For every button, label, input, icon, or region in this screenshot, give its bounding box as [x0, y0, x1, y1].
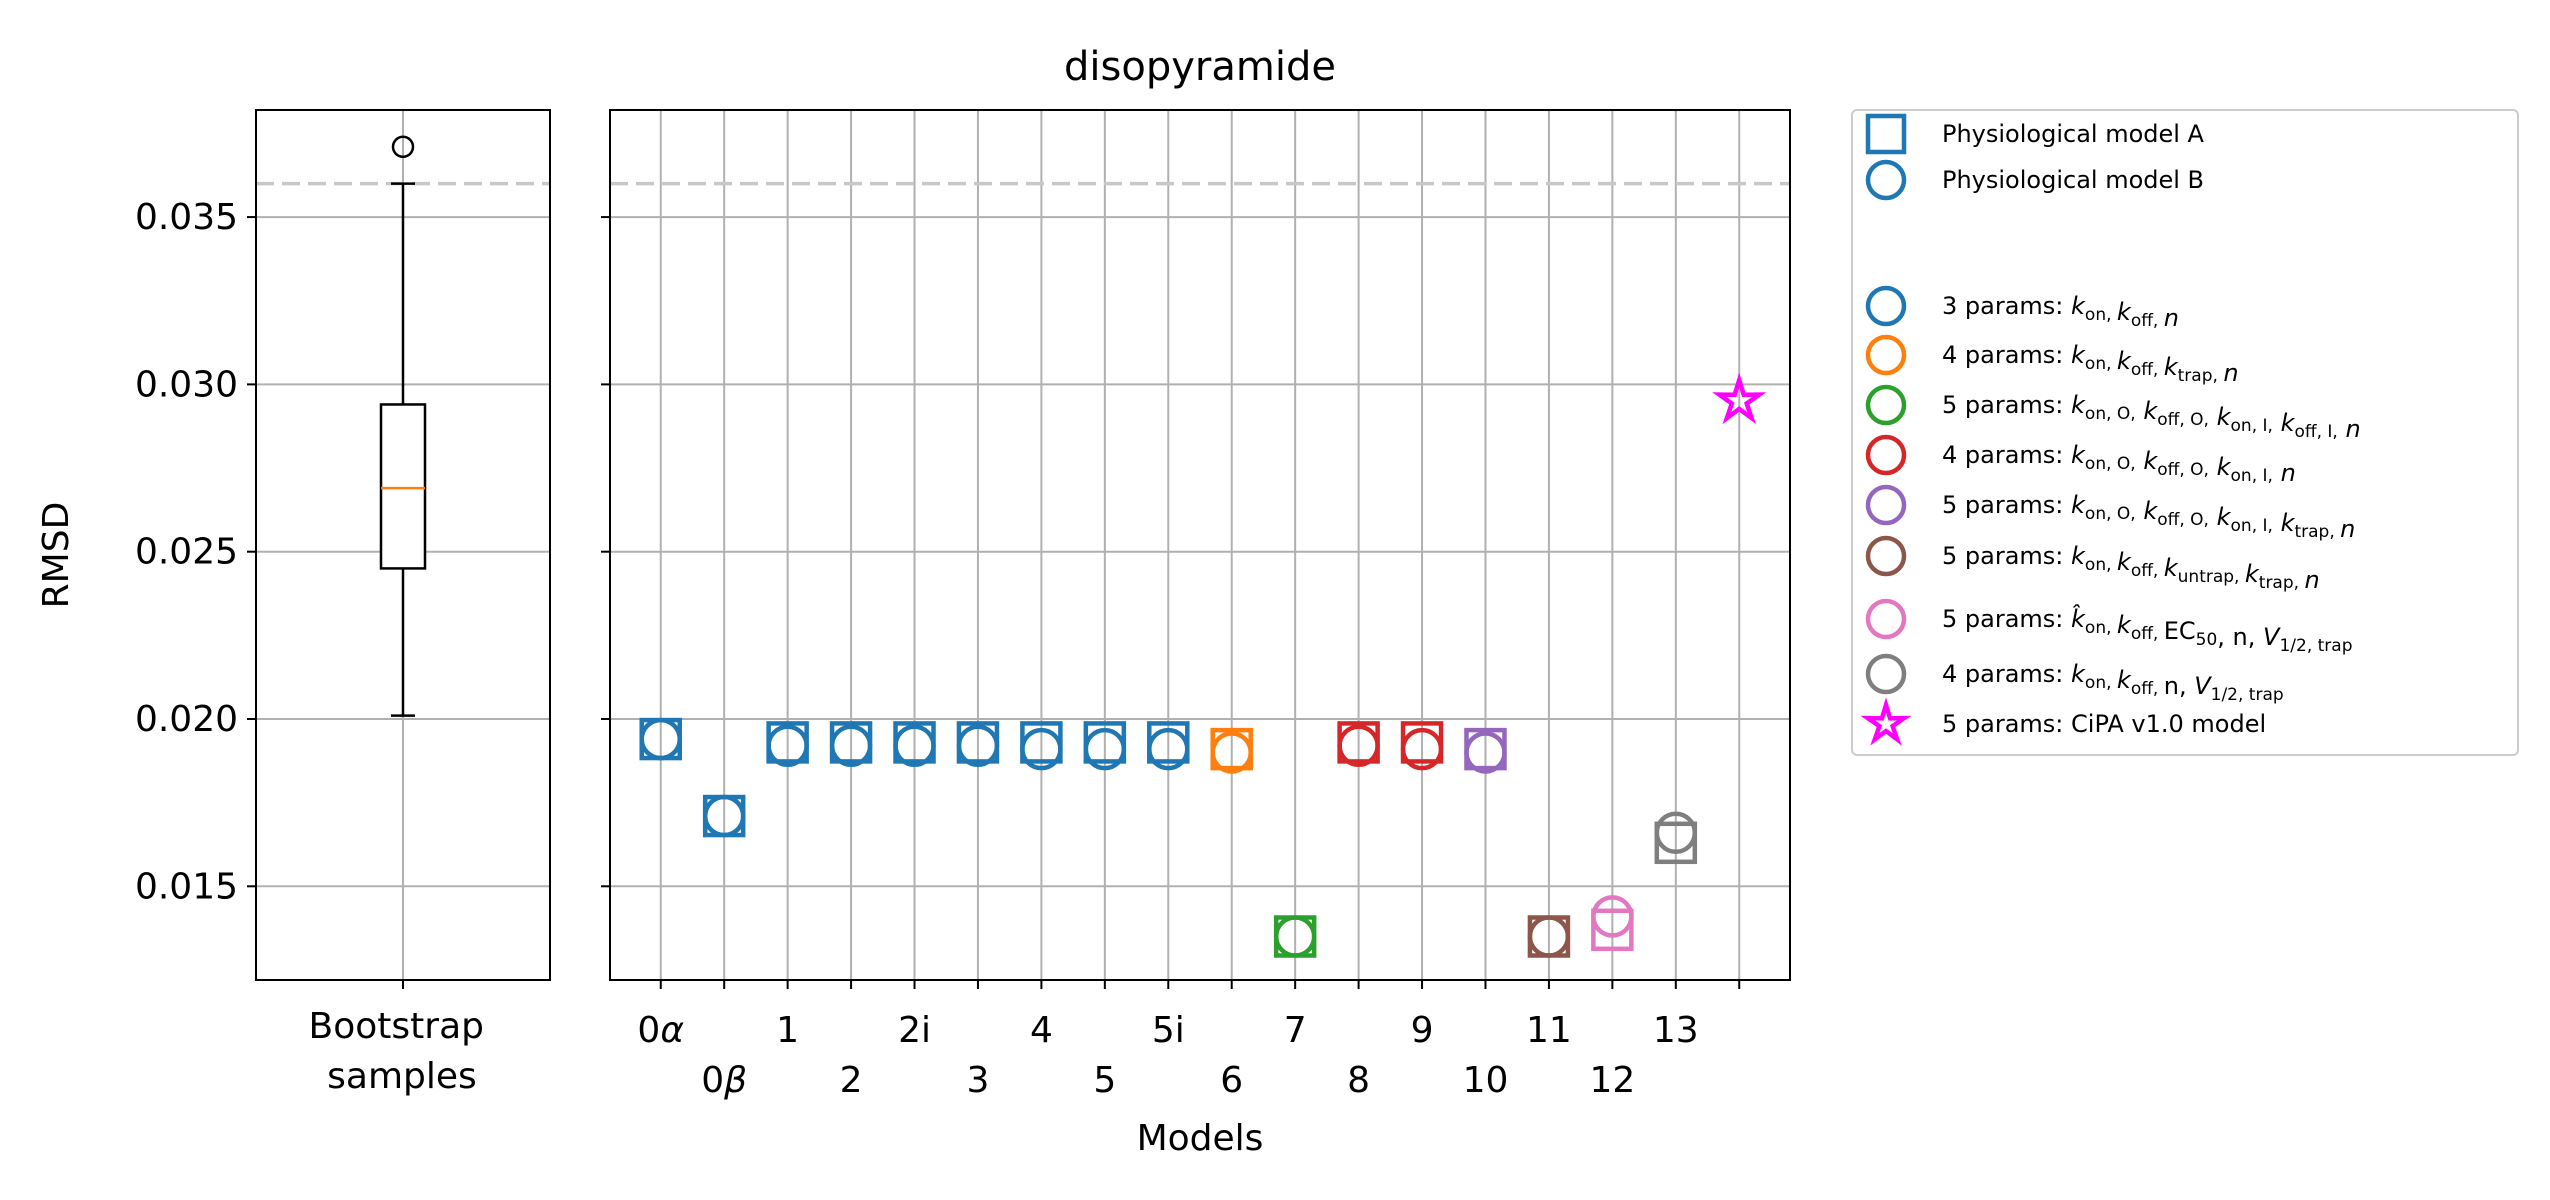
- x-tick-label: 12: [1589, 1060, 1635, 1101]
- legend-marker: [1865, 159, 1907, 201]
- legend-item: 4 params: kon, O, koff, O, kon, I, n: [1865, 434, 2296, 487]
- x-tick-label: 4: [1030, 1010, 1053, 1051]
- x-tick-label: 3: [967, 1060, 990, 1101]
- x-tick-label: 7: [1284, 1010, 1307, 1051]
- data-points: [639, 372, 1767, 958]
- legend-label: 5 params: kon, koff, kuntrap, ktrap, n: [1942, 542, 2320, 594]
- x-tick-label: 10: [1463, 1060, 1509, 1101]
- x-tick-label: 8: [1347, 1060, 1370, 1101]
- legend-label: Physiological model A: [1942, 120, 2205, 148]
- x-tick-label: 13: [1653, 1010, 1699, 1051]
- cipa-point: [1712, 372, 1767, 425]
- legend-item: Physiological model A: [1865, 113, 2205, 155]
- main-axes-frame: [609, 109, 1791, 981]
- legend-label: 3 params: kon, koff, n: [1942, 292, 2179, 332]
- model-b-point: [1591, 895, 1634, 938]
- y-tick-label: 0.025: [135, 532, 238, 573]
- legend-label: 4 params: kon, koff, ktrap, n: [1942, 341, 2239, 387]
- bootstrap-boxplot-panel: 0.015 0.020 0.025 0.030 0.035 RMSD Bootstrap…: [36, 109, 551, 1097]
- model-b-point: [702, 794, 746, 838]
- legend-marker: [1865, 653, 1907, 695]
- model-a-point: [1591, 908, 1634, 952]
- y-tick-label: 0.015: [135, 866, 238, 907]
- legend-marker: [1865, 484, 1907, 526]
- left-x-tick-label: Bootstrap samples: [309, 1006, 496, 1097]
- y-tick-label: 0.020: [135, 699, 238, 740]
- model-b-point: [1527, 915, 1571, 958]
- model-b-point: [766, 724, 809, 768]
- bootstrap-box: [379, 135, 427, 717]
- model-b-point: [1147, 727, 1190, 771]
- model-b-point: [639, 717, 683, 761]
- x-tick-label: 2: [840, 1060, 863, 1101]
- legend-label: 5 params: kon, O, koff, O, kon, I, koff,…: [1942, 391, 2361, 443]
- legend-marker: [1865, 113, 1907, 155]
- model-b-point: [1654, 811, 1698, 855]
- legend-item: 4 params: kon, koff, ktrap, n: [1865, 334, 2239, 387]
- model-b-point: [1400, 727, 1444, 771]
- x-tick-label: 5i: [1152, 1010, 1185, 1051]
- legend-frame: [1851, 109, 2519, 756]
- legend-item: 5 params: k̂on, koff, EC50, n, V1/2, tra…: [1865, 598, 2352, 656]
- left-x-tick-line-1: Bootstrap: [309, 1006, 484, 1047]
- legend-marker: [1865, 334, 1907, 376]
- x-tick-label: 5: [1093, 1060, 1116, 1101]
- legend-marker: [1865, 285, 1907, 327]
- model-b-point: [829, 724, 873, 768]
- legend-item: 5 params: kon, O, koff, O, kon, I, koff,…: [1865, 384, 2361, 443]
- y-axis-label: RMSD: [36, 502, 77, 609]
- x-axis-label: Models: [1137, 1118, 1264, 1159]
- iqr-box: [379, 403, 427, 570]
- main-ticks: [601, 216, 1741, 989]
- model-b-point: [1020, 727, 1063, 771]
- chart-title: disopyramide: [1064, 44, 1336, 90]
- model-b-point: [956, 724, 1000, 768]
- legend-marker: [1865, 384, 1907, 426]
- legend-label: 5 params: CiPA v1.0 model: [1942, 710, 2266, 738]
- legend-item: 5 params: kon, O, koff, O, kon, I, ktrap…: [1865, 484, 2355, 543]
- left-y-ticks: 0.015 0.020 0.025 0.030 0.035: [135, 197, 404, 989]
- legend-label: Physiological model B: [1942, 166, 2204, 194]
- x-tick-label: 1: [776, 1010, 799, 1051]
- outlier-point: [391, 135, 415, 159]
- x-tick-label: 0α: [637, 1010, 684, 1051]
- legend-item: 4 params: kon, koff, n, V1/2, trap: [1865, 653, 2284, 705]
- legend-entries: Physiological model A Physiological model…: [1860, 113, 2361, 746]
- model-b-point: [1083, 727, 1127, 771]
- x-tick-label: 11: [1526, 1010, 1572, 1051]
- model-b-point: [1337, 724, 1380, 768]
- legend-item: Physiological model B: [1865, 159, 2204, 201]
- legend-marker: [1865, 598, 1907, 640]
- legend-item: 5 params: CiPA v1.0 model: [1860, 697, 2266, 746]
- x-tick-label: 9: [1411, 1010, 1434, 1051]
- legend: Physiological model A Physiological model…: [1851, 109, 2519, 756]
- legend-label: 4 params: kon, O, koff, O, kon, I, n: [1942, 441, 2296, 487]
- y-tick-label: 0.030: [135, 364, 238, 405]
- left-x-tick-line-2: samples: [327, 1056, 477, 1097]
- model-b-point: [893, 724, 936, 768]
- legend-marker: [1865, 434, 1907, 476]
- legend-label: 4 params: kon, koff, n, V1/2, trap: [1942, 660, 2284, 705]
- legend-label: 5 params: k̂on, koff, EC50, n, V1/2, tra…: [1942, 605, 2352, 656]
- model-a-point: [1654, 821, 1698, 865]
- model-b-point: [1273, 915, 1317, 958]
- legend-marker: [1860, 697, 1912, 746]
- x-tick-label: 2i: [898, 1010, 931, 1051]
- y-tick-label: 0.035: [135, 197, 238, 238]
- x-tick-label: 6: [1220, 1060, 1243, 1101]
- legend-item: 5 params: kon, koff, kuntrap, ktrap, n: [1865, 535, 2320, 594]
- legend-label: 5 params: kon, O, koff, O, kon, I, ktrap…: [1942, 491, 2355, 543]
- main-grid: [610, 110, 1790, 980]
- x-tick-label: 0β: [701, 1060, 747, 1101]
- model-b-point: [1464, 731, 1507, 774]
- model-b-point: [1210, 731, 1253, 774]
- legend-item: 3 params: kon, koff, n: [1865, 285, 2179, 332]
- legend-marker: [1865, 535, 1907, 577]
